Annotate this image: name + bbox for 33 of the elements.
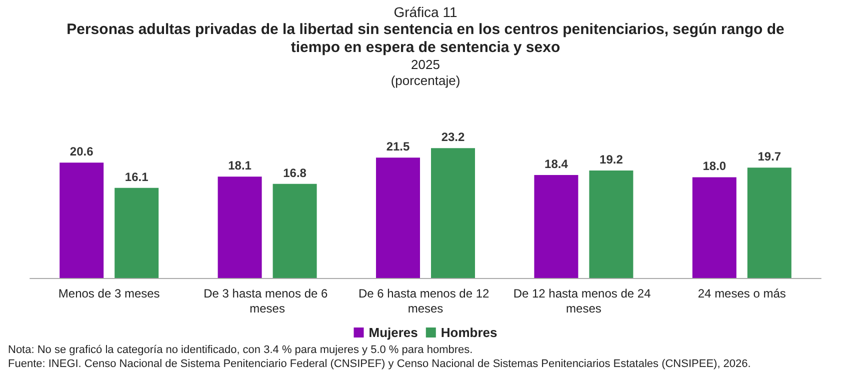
source-note: Fuente: INEGI. Censo Nacional de Sistema Penitenciario Federal (CNSIPEF) y Censo Nacional de Sistemas Penitenciarios Estatales (CNSIPEE), 2026. [8, 357, 752, 371]
legend-label: Hombres [440, 325, 498, 340]
y-axis-title: (porcentaje) [390, 73, 462, 89]
bar [747, 168, 792, 278]
data-label: 23.2 [441, 130, 465, 144]
legend-label: Mujeres [368, 325, 418, 340]
bar [218, 176, 262, 278]
bar [431, 148, 475, 278]
data-label: 18.1 [228, 158, 252, 173]
bar [589, 170, 634, 278]
x-tick-label: De 3 hasta menos de 6 meses [204, 286, 332, 316]
bar [692, 177, 736, 278]
data-label: 18.4 [544, 156, 568, 171]
x-tick-label: De 12 hasta menos de 24 meses [513, 286, 654, 316]
x-tick-label: Menos de 3 meses [58, 286, 160, 300]
data-label: 19.2 [600, 152, 624, 166]
x-tick-label: De 6 hasta menos de 12 meses [358, 286, 493, 316]
chart-subtitle: 2025 [410, 57, 441, 73]
data-label: 16.1 [124, 170, 149, 184]
bar [60, 162, 104, 278]
bar [376, 158, 420, 278]
bar [114, 188, 159, 278]
text: Nota: No se graficó la categoría no identificado, con 3.4 % para mujeres y 5.0 % para hombres. [8, 343, 474, 357]
data-label: 18.0 [702, 159, 726, 174]
data-label: 20.6 [70, 144, 94, 159]
text: Gráfica 11 [392, 4, 458, 21]
data-label: 19.7 [758, 150, 782, 164]
bar [272, 184, 317, 278]
chart-title: Personas adultas privadas de la libertad sin sentencia en los centros penitenciarios, según rango de tiempo en espera de sentencia y sexo [66, 21, 786, 57]
x-tick-label: 24 meses o más [698, 286, 786, 300]
data-label: 21.5 [386, 140, 410, 154]
data-label: 16.8 [283, 166, 307, 180]
bar [534, 174, 578, 278]
